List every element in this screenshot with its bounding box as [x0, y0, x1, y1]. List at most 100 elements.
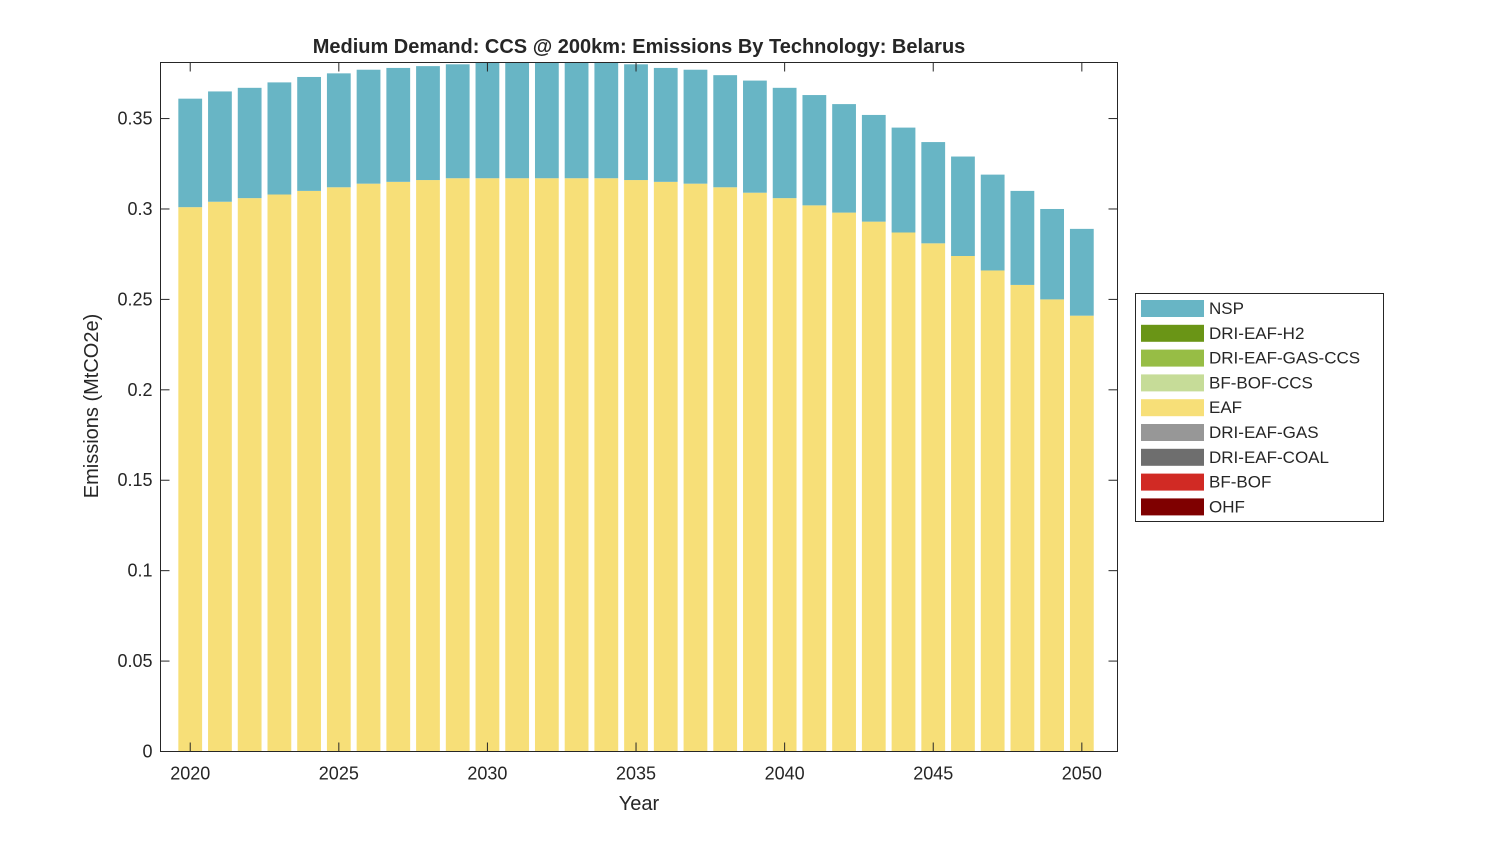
bar-eaf-2035: [624, 180, 648, 752]
x-tick-label: 2035: [616, 764, 656, 784]
bar-nsp-2026: [356, 69, 381, 184]
bar-nsp-2036: [653, 67, 678, 182]
bar-eaf-2048: [1010, 284, 1035, 752]
legend-swatch-dri-eaf-h2: [1141, 324, 1204, 342]
bar-eaf-2026: [356, 183, 381, 752]
legend-swatch-nsp: [1141, 300, 1204, 317]
legend-swatch-dri-eaf-coal: [1141, 448, 1204, 466]
bar-nsp-2037: [683, 69, 708, 184]
bar-nsp-2042: [832, 104, 856, 213]
x-tick-label: 2045: [913, 764, 953, 784]
bar-eaf-2027: [386, 181, 411, 752]
bar-nsp-2049: [1040, 208, 1065, 300]
bar-nsp-2043: [861, 114, 886, 222]
bar-eaf-2036: [653, 181, 678, 752]
legend-label-bf-bof-ccs: BF-BOF-CCS: [1209, 373, 1313, 392]
bar-eaf-2037: [683, 183, 708, 752]
bar-nsp-2035: [624, 64, 648, 181]
bar-nsp-2040: [772, 87, 797, 199]
y-tick-label: 0.3: [127, 199, 152, 219]
bar-nsp-2027: [386, 67, 411, 182]
axis-ticks: 2020 2025 2030 2035 2040 2045 2050 0 0.05 0.1 0.15…: [117, 62, 1118, 784]
legend-swatch-dri-eaf-gas-ccs: [1141, 349, 1204, 367]
legend-swatch-ohf: [1141, 498, 1204, 516]
plot-area-frame: [160, 62, 1118, 752]
bar-nsp-2028: [416, 66, 440, 181]
bar-eaf-2031: [505, 178, 530, 752]
legend-label-dri-eaf-h2: DRI-EAF-H2: [1209, 324, 1304, 343]
bar-eaf-2039: [743, 192, 767, 752]
bar-eaf-2040: [772, 198, 797, 752]
legend-label-ohf: OHF: [1209, 497, 1245, 516]
bar-eaf-2021: [208, 201, 232, 752]
bar-nsp-2020: [178, 98, 203, 208]
y-tick-label: 0.1: [127, 561, 152, 581]
bar-eaf-2043: [861, 221, 886, 752]
y-tick-label: 0: [142, 742, 152, 762]
bar-eaf-2038: [713, 187, 738, 752]
bar-nsp-2032: [534, 62, 559, 179]
bar-nsp-2031: [505, 62, 530, 179]
bar-eaf-2020: [178, 207, 203, 752]
bar-nsp-2050: [1069, 228, 1094, 316]
chart-title: Medium Demand: CCS @ 200km: Emissions By…: [313, 36, 966, 58]
bar-nsp-2047: [980, 174, 1005, 271]
bar-eaf-2028: [416, 180, 440, 752]
bar-eaf-2050: [1069, 315, 1094, 752]
legend-swatch-dri-eaf-gas: [1141, 424, 1204, 441]
bar-nsp-2046: [951, 156, 975, 256]
bar-eaf-2029: [445, 178, 470, 752]
x-tick-label: 2025: [319, 764, 359, 784]
bar-nsp-2039: [743, 80, 767, 193]
x-tick-label: 2020: [170, 764, 210, 784]
legend-label-nsp: NSP: [1209, 299, 1244, 318]
bar-eaf-2049: [1040, 299, 1065, 752]
bar-eaf-2033: [564, 178, 589, 752]
legend-label-dri-eaf-gas: DRI-EAF-GAS: [1209, 423, 1319, 442]
bar-eaf-2025: [326, 187, 351, 752]
bar-eaf-2023: [267, 194, 292, 752]
bar-eaf-2045: [921, 243, 946, 752]
x-tick-label: 2050: [1062, 764, 1102, 784]
legend-swatch-eaf: [1141, 399, 1204, 417]
bars-group: [178, 62, 1094, 752]
legend: NSP DRI-EAF-H2 DRI-EAF-GAS-CCS BF-BOF-CCS EA…: [1135, 293, 1384, 522]
bar-nsp-2045: [921, 142, 946, 244]
y-tick-label: 0.35: [117, 109, 152, 129]
x-tick-label: 2040: [765, 764, 805, 784]
bar-nsp-2033: [564, 62, 589, 179]
legend-swatch-bf-bof: [1141, 473, 1204, 491]
bar-eaf-2046: [951, 255, 975, 752]
bar-eaf-2024: [297, 190, 321, 752]
legend-swatch-bf-bof-ccs: [1141, 374, 1204, 392]
x-axis-label: Year: [619, 793, 660, 815]
bar-nsp-2038: [713, 75, 738, 188]
x-tick-label: 2030: [467, 764, 507, 784]
bar-nsp-2025: [326, 73, 351, 188]
bar-eaf-2041: [802, 205, 827, 752]
y-tick-label: 0.15: [117, 470, 152, 490]
y-tick-label: 0.25: [117, 289, 152, 309]
bar-eaf-2022: [237, 198, 262, 752]
bar-eaf-2047: [980, 270, 1005, 752]
y-axis-label: Emissions (MtCO2e): [81, 314, 103, 498]
bar-nsp-2041: [802, 95, 827, 206]
bar-eaf-2030: [475, 178, 500, 752]
legend-label-dri-eaf-gas-ccs: DRI-EAF-GAS-CCS: [1209, 349, 1360, 368]
bar-nsp-2029: [445, 64, 470, 179]
bar-nsp-2021: [208, 91, 232, 202]
bar-nsp-2022: [237, 87, 262, 199]
bar-nsp-2044: [891, 127, 916, 233]
bar-nsp-2034: [594, 62, 619, 179]
bar-nsp-2030: [475, 62, 500, 179]
bar-eaf-2042: [832, 212, 856, 752]
y-tick-label: 0.05: [117, 651, 152, 671]
bar-eaf-2034: [594, 178, 619, 752]
y-tick-label: 0.2: [127, 380, 152, 400]
legend-label-eaf: EAF: [1209, 398, 1242, 417]
legend-label-bf-bof: BF-BOF: [1209, 473, 1271, 492]
bar-eaf-2032: [534, 178, 559, 752]
legend-label-dri-eaf-coal: DRI-EAF-COAL: [1209, 448, 1329, 467]
bar-nsp-2048: [1010, 190, 1035, 285]
